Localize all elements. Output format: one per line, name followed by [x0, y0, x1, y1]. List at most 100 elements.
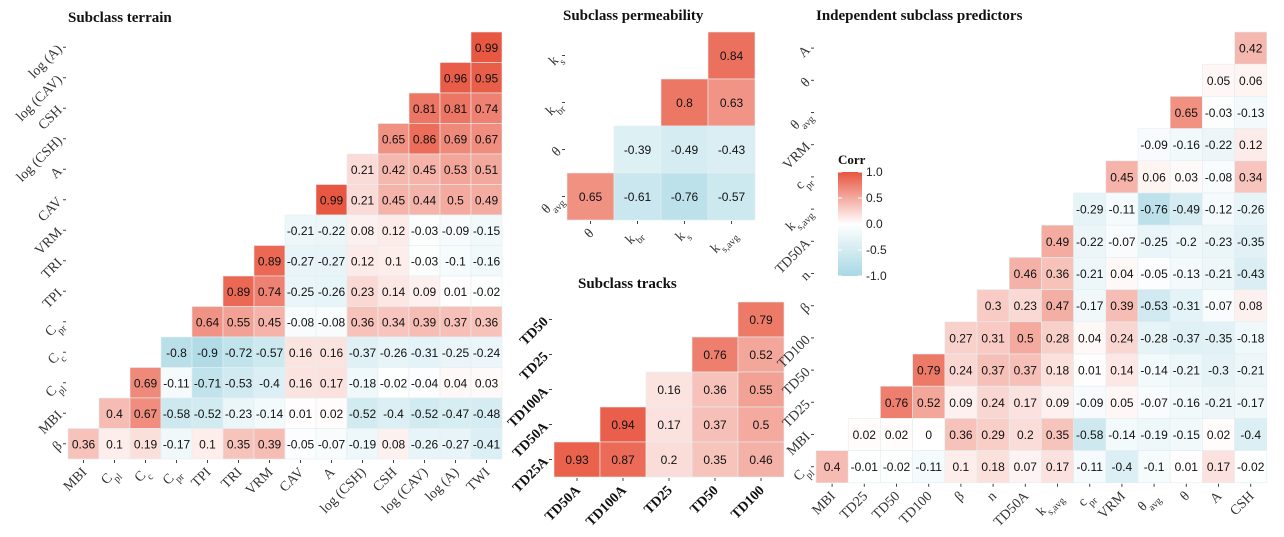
cell-value-label: 0.42 [1239, 42, 1263, 56]
heatmap-cell [1041, 418, 1074, 451]
cell-value-label: 0.81 [444, 102, 468, 116]
heatmap-cell [253, 367, 286, 399]
cell-value-label: -0.16 [1173, 396, 1201, 410]
title-permeability: Subclass permeability [563, 8, 704, 24]
heatmap-cell [470, 153, 503, 185]
cell-value-label: 0.64 [196, 315, 220, 329]
cell-value-label: 0.24 [981, 396, 1005, 410]
heatmap-cell [346, 275, 379, 307]
cell-value-label: 0.37 [981, 364, 1005, 378]
cell-value-label: 0.39 [1110, 299, 1134, 313]
cell-value-label: 0.04 [444, 376, 468, 390]
cell-value-label: 0.23 [351, 285, 375, 299]
cell-value-label: -0.05 [287, 437, 315, 451]
cell-value-label: 0.35 [227, 437, 251, 451]
heatmap-cell [253, 336, 286, 368]
heatmap-cell [1008, 418, 1042, 451]
heatmap-cell [470, 275, 503, 307]
cell-value-label: 0.69 [134, 376, 158, 390]
heatmap-cell [1073, 353, 1107, 387]
heatmap-cell [1137, 418, 1171, 451]
cell-value-label: 0.17 [657, 418, 681, 432]
cell-value-label: -0.12 [1205, 203, 1233, 217]
cell-value-label: 0.35 [703, 453, 727, 467]
heatmap-cell [1041, 289, 1074, 323]
cell-value-label: 0.93 [565, 453, 589, 467]
heatmap-cell [1008, 450, 1042, 484]
heatmap-cell [1041, 321, 1074, 355]
cell-value-label: 0.35 [1046, 428, 1070, 442]
cell-value-label: -0.19 [349, 437, 377, 451]
heatmap-cell [1073, 289, 1107, 323]
cell-value-label: 0.79 [749, 313, 773, 327]
cell-value-label: 0.29 [981, 428, 1005, 442]
heatmap-cell [1234, 257, 1268, 290]
heatmap-cell [470, 428, 503, 460]
cell-value-label: 0.03 [1175, 170, 1199, 184]
y-tick-label: θavg [539, 192, 568, 221]
cell-value-label: -0.11 [1076, 460, 1103, 474]
heatmap-cell [439, 428, 472, 460]
cell-value-label: -0.16 [1173, 138, 1201, 152]
cell-value-label: 0.67 [134, 407, 158, 421]
cell-value-label: 0.36 [72, 437, 96, 451]
x-tick-label: log (A) [423, 465, 463, 505]
cell-value-label: -0.16 [473, 254, 501, 268]
cell-value-label: -0.21 [1076, 267, 1104, 281]
cell-value-label: 0.39 [258, 437, 282, 451]
cell-value-label: 0.2 [661, 453, 678, 467]
heatmap-cell [613, 172, 662, 221]
heatmap-cell [1041, 224, 1074, 258]
cell-value-label: -0.71 [194, 376, 222, 390]
x-tick-label: TD25 [642, 483, 676, 517]
cell-value-label: -0.03 [411, 224, 439, 238]
heatmap-cell [1202, 385, 1235, 419]
cell-value-label: 0.12 [351, 254, 375, 268]
cell-value-label: 0.03 [475, 376, 499, 390]
cell-value-label: 0.69 [444, 132, 468, 146]
cell-value-label: 0.14 [1110, 364, 1134, 378]
cell-value-label: -0.3 [1208, 364, 1229, 378]
heatmap-cell [1137, 385, 1171, 419]
cell-value-label: -0.52 [194, 407, 222, 421]
heatmap-cell [439, 367, 472, 399]
cell-value-label: -0.21 [1205, 267, 1233, 281]
heatmap-tracks: 0.79 0.76 0.52 0.16 0.36 0.55 0.94 0.17 0.37 0.5 0… [505, 301, 785, 530]
cell-value-label: -0.43 [718, 143, 746, 157]
heatmap-cell [1169, 224, 1203, 258]
cell-value-label: 0.12 [382, 224, 406, 238]
cell-value-label: -0.8 [166, 346, 187, 360]
cell-value-label: -0.07 [1205, 299, 1233, 313]
cell-value-label: -0.39 [624, 143, 652, 157]
cell-value-label: -0.27 [287, 254, 315, 268]
cell-value-label: 0.4 [824, 460, 841, 474]
heatmap-cell [377, 184, 410, 216]
heatmap-cell [191, 336, 224, 368]
cell-value-label: 0.99 [320, 193, 344, 207]
y-tick-label: VRM [780, 139, 814, 173]
cell-value-label: -0.9 [197, 346, 218, 360]
cell-value-label: -0.19 [1140, 428, 1168, 442]
heatmap-cell [707, 172, 756, 221]
x-tick-label: TD100 [897, 489, 936, 528]
cell-value-label: -0.03 [411, 254, 439, 268]
heatmap-cell [1169, 289, 1203, 323]
heatmap-cell [253, 275, 286, 307]
cell-value-label: -0.35 [1205, 331, 1233, 345]
title-terrain: Subclass terrain [68, 10, 172, 26]
cell-value-label: -0.07 [318, 437, 346, 451]
cell-value-label: -0.01 [851, 460, 879, 474]
y-tick-label: MBI [36, 408, 66, 438]
heatmap-cell [439, 245, 472, 277]
x-tick-label: A [321, 465, 339, 483]
y-tick-label: TD25 [780, 397, 814, 431]
heatmap-cell [737, 371, 785, 408]
cell-value-label: 0.96 [444, 71, 468, 85]
cell-value-label: 0.02 [885, 428, 909, 442]
heatmap-cell [1234, 63, 1268, 97]
heatmap-cell [439, 153, 472, 185]
cell-value-label: -0.09 [1140, 138, 1168, 152]
heatmap-cell [976, 289, 1010, 323]
cell-value-label: -0.27 [442, 437, 470, 451]
heatmap-cell [408, 367, 441, 399]
